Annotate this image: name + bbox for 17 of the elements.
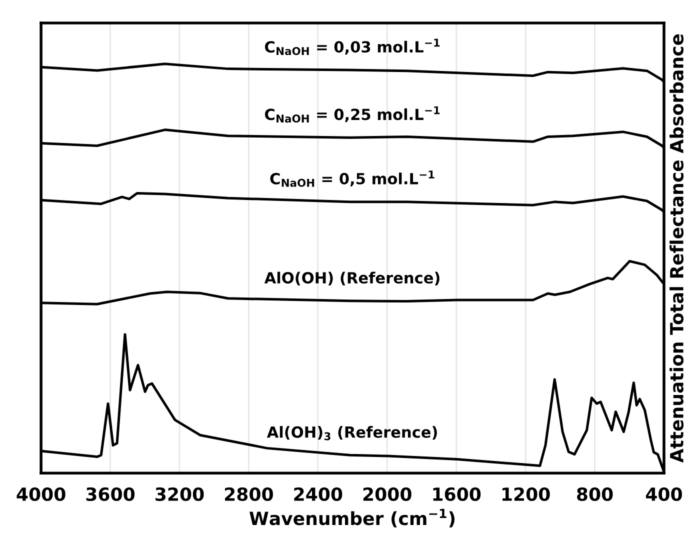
series-label: C$_{NaOH}$ = 0,25 mol.L$^{−1}$ bbox=[264, 106, 440, 123]
x-tick-label: 3600 bbox=[86, 487, 135, 502]
x-tick-label: 3200 bbox=[156, 487, 204, 502]
x-tick-label: 2000 bbox=[363, 487, 412, 502]
x-tick-label: 2800 bbox=[225, 487, 273, 502]
x-tick-label: 1200 bbox=[502, 487, 550, 502]
series-label: C$_{NaOH}$ = 0,03 mol.L$^{−1}$ bbox=[264, 38, 440, 56]
x-tick-label: 800 bbox=[577, 487, 613, 502]
series-label: Al(OH)$_{3}$ (Reference) bbox=[266, 426, 437, 440]
x-tick-label: 4000 bbox=[16, 487, 66, 502]
x-tick-label: 1600 bbox=[433, 487, 481, 502]
x-tick-label: 400 bbox=[646, 487, 682, 502]
x-axis-title: Wavenumber (cm$^{−1}$) bbox=[250, 508, 454, 528]
series-label: AlO(OH) (Reference) bbox=[264, 272, 440, 286]
x-tick-label: 2400 bbox=[294, 487, 342, 502]
series-label: C$_{NaOH}$ = 0,5 mol.L$^{−1}$ bbox=[270, 170, 434, 187]
y-axis-title: Attenuation Total Reflectance Absorbance bbox=[670, 34, 684, 463]
